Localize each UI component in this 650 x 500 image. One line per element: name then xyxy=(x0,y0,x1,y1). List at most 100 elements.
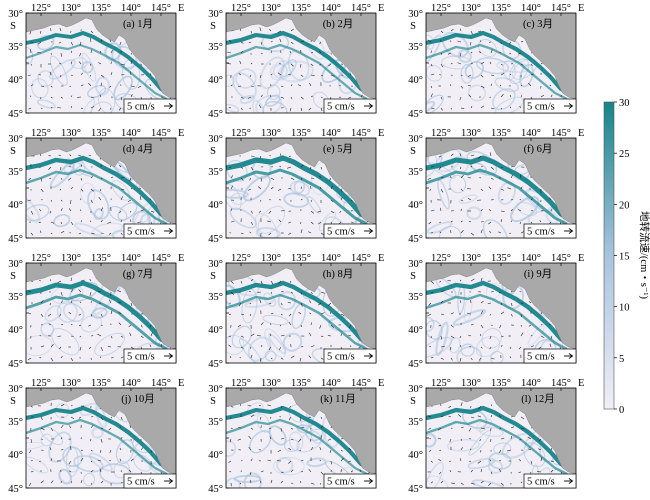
eddy-feature xyxy=(92,222,123,237)
y-tick-label: 45° xyxy=(208,234,223,245)
velocity-arrow xyxy=(430,232,433,234)
velocity-arrow xyxy=(540,324,543,326)
velocity-arrow xyxy=(310,95,314,98)
y-tick-label: 30° xyxy=(208,384,223,395)
velocity-arrow xyxy=(68,208,72,212)
velocity-arrow xyxy=(70,50,72,54)
velocity-arrow xyxy=(550,209,552,212)
velocity-arrow xyxy=(510,436,512,440)
velocity-arrow xyxy=(228,166,232,169)
velocity-arrow xyxy=(230,175,234,179)
velocity-arrow xyxy=(290,96,293,100)
eddy-feature xyxy=(56,300,78,323)
x-tick-label: 135° xyxy=(291,378,311,389)
boundary-current xyxy=(426,405,576,474)
eddy-feature xyxy=(280,59,297,77)
velocity-arrow xyxy=(70,199,72,204)
colorbar-gradient xyxy=(603,101,615,410)
velocity-arrow xyxy=(80,449,84,452)
velocity-arrow xyxy=(500,437,505,440)
velocity-arrow xyxy=(468,220,472,223)
velocity-arrow xyxy=(300,481,302,484)
velocity-arrow xyxy=(318,302,322,306)
velocity-arrow xyxy=(57,335,62,337)
boundary-current xyxy=(226,405,376,474)
land-mass xyxy=(426,388,576,475)
velocity-arrow xyxy=(430,85,433,89)
x-tick-label: 125° xyxy=(31,128,51,139)
velocity-arrow xyxy=(498,231,502,234)
land-mass xyxy=(226,388,376,475)
velocity-arrow xyxy=(60,291,63,296)
eddy-feature xyxy=(527,325,545,347)
velocity-arrow xyxy=(140,324,143,328)
velocity-arrow xyxy=(340,188,343,192)
velocity-arrow xyxy=(60,208,63,212)
velocity-arrow xyxy=(118,107,122,111)
velocity-arrow xyxy=(79,209,82,212)
velocity-arrow xyxy=(330,324,335,328)
velocity-arrow xyxy=(99,468,102,473)
velocity-arrow xyxy=(120,356,124,359)
eddy-feature xyxy=(264,328,286,358)
velocity-arrow xyxy=(258,104,262,109)
x-tick-label: 125° xyxy=(31,253,51,264)
x-tick-label: 130° xyxy=(261,128,281,139)
velocity-arrow xyxy=(110,416,113,419)
velocity-arrow xyxy=(489,346,492,350)
velocity-arrow xyxy=(130,210,132,213)
velocity-arrow xyxy=(320,471,324,475)
panel-month-label: (a) 1月 xyxy=(123,18,153,30)
velocity-arrow xyxy=(340,313,345,316)
offshore-current xyxy=(226,293,368,351)
velocity-arrow xyxy=(28,312,32,315)
offshore-current xyxy=(26,293,168,351)
velocity-arrow xyxy=(310,291,313,295)
colorbar-ticks: 30 25 20 15 10 5 0 xyxy=(614,98,630,416)
velocity-arrow xyxy=(320,291,325,294)
velocity-arrow xyxy=(510,426,515,429)
velocity-arrow xyxy=(520,63,524,66)
velocity-arrow xyxy=(528,324,532,327)
eddy-feature xyxy=(306,457,327,468)
velocity-arrow xyxy=(550,460,554,462)
velocity-arrow xyxy=(460,447,463,451)
eddy-feature xyxy=(58,468,73,485)
velocity-arrow xyxy=(30,49,32,54)
eddy-feature xyxy=(449,174,467,194)
velocity-arrow xyxy=(460,482,464,485)
velocity-arrow xyxy=(440,188,444,193)
velocity-arrow xyxy=(550,94,553,98)
velocity-arrow xyxy=(500,344,503,348)
scale-bar-label: 5 cm/s xyxy=(327,227,355,238)
velocity-arrow xyxy=(80,164,82,168)
boundary-current xyxy=(26,31,176,99)
velocity-arrow xyxy=(467,85,472,87)
eddy-feature xyxy=(26,456,49,474)
velocity-arrow xyxy=(269,333,272,337)
velocity-arrow xyxy=(440,176,444,179)
velocity-arrow xyxy=(489,230,492,234)
velocity-arrow xyxy=(480,74,484,78)
velocity-arrow xyxy=(430,73,435,76)
y-tick-label: 40° xyxy=(208,325,223,336)
velocity-arrow xyxy=(299,449,302,452)
velocity-arrow xyxy=(488,482,492,486)
velocity-arrow xyxy=(119,447,122,451)
velocity-arrow xyxy=(427,177,432,180)
velocity-arrow xyxy=(120,220,122,223)
velocity-arrow xyxy=(29,449,32,454)
land-mass xyxy=(26,13,176,100)
eddy-feature xyxy=(49,55,68,86)
land-mass xyxy=(426,138,576,225)
scale-arrow-head xyxy=(168,478,174,484)
velocity-arrow xyxy=(320,107,323,112)
y-tick-label: 45° xyxy=(408,359,423,370)
x-tick-label: 140° xyxy=(121,128,141,139)
eddy-feature xyxy=(133,454,152,472)
velocity-arrow xyxy=(230,427,233,430)
velocity-arrow xyxy=(510,174,513,179)
eddy-feature xyxy=(36,34,55,51)
velocity-arrow xyxy=(267,459,272,462)
velocity-arrow xyxy=(440,52,443,55)
